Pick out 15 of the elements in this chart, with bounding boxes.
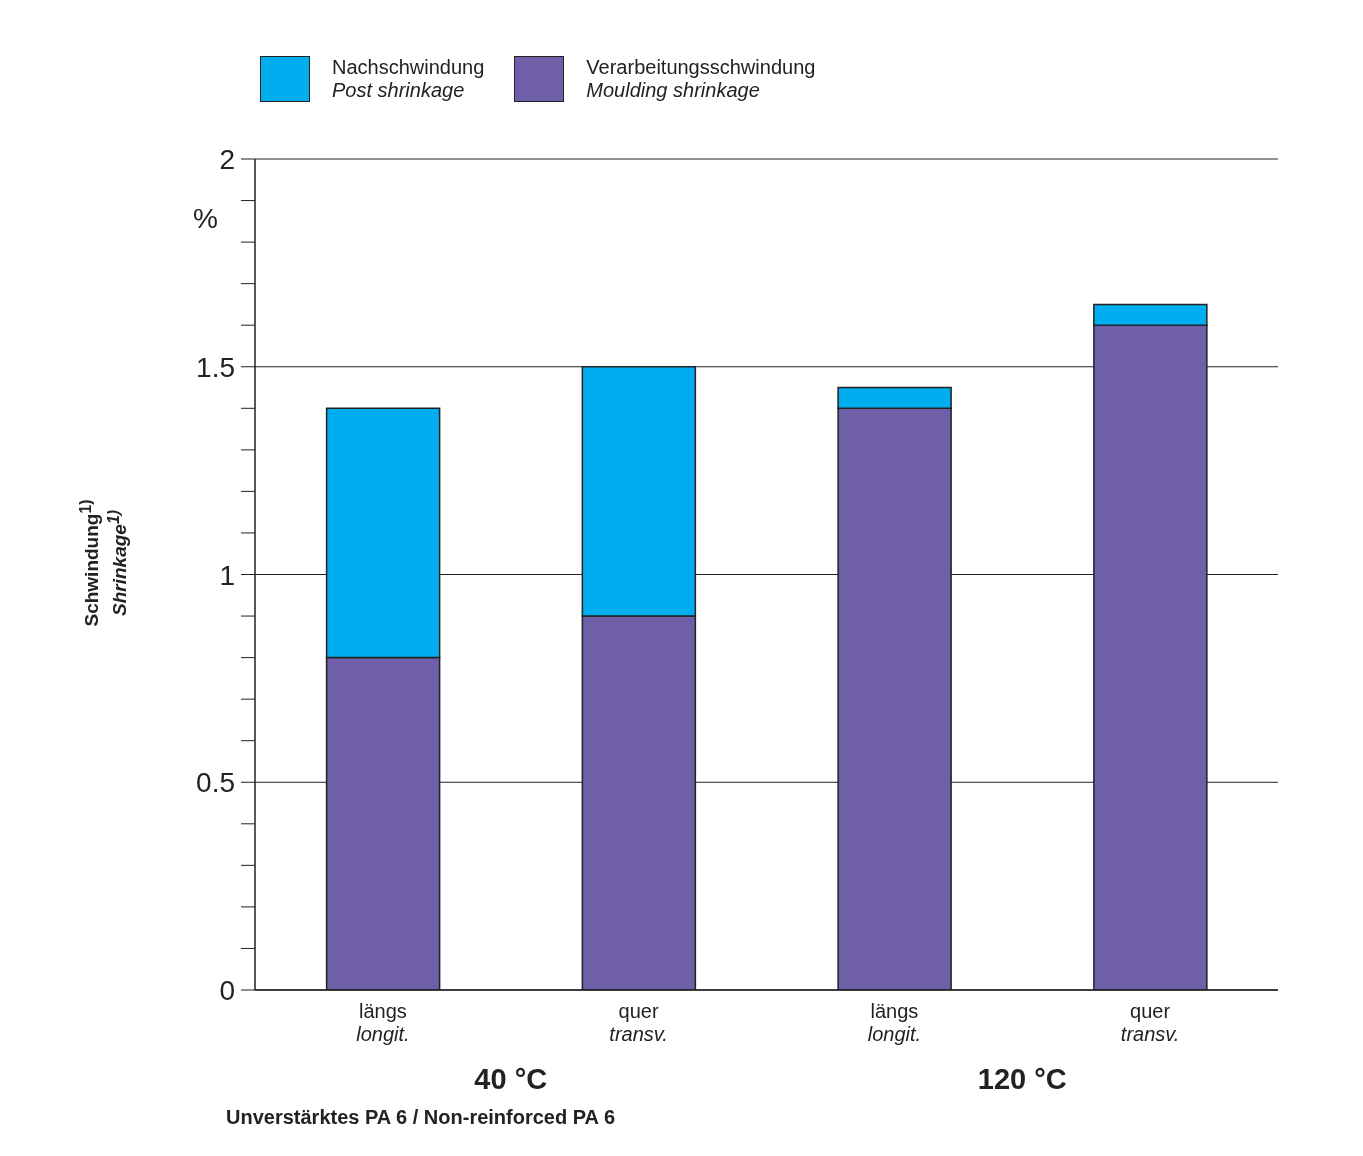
- x-tick-label: quer transv.: [1120, 1000, 1180, 1045]
- x-tick-label: quer transv.: [609, 1000, 668, 1045]
- text: %: [193, 203, 218, 235]
- x-tick-label: längs longit.: [867, 1000, 922, 1045]
- y-tick-label: 1.5: [196, 351, 235, 383]
- text: 120 °C: [977, 1063, 1067, 1096]
- text: 40 °C: [474, 1063, 548, 1096]
- y-tick-label: 1: [219, 559, 235, 591]
- x-tick-label: längs longit.: [356, 1000, 410, 1045]
- y-tick-label: 0: [219, 975, 235, 1006]
- legend-label: Verarbeitungsschwindung Moulding shrinkage: [586, 56, 816, 102]
- y-tick-label: 2: [219, 144, 235, 175]
- legend-label: Nachschwindung Post shrinkage: [332, 56, 485, 102]
- y-tick-label: 0.5: [196, 767, 235, 799]
- text: Unverstärktes PA 6 / Non-reinforced PA 6: [226, 1106, 616, 1129]
